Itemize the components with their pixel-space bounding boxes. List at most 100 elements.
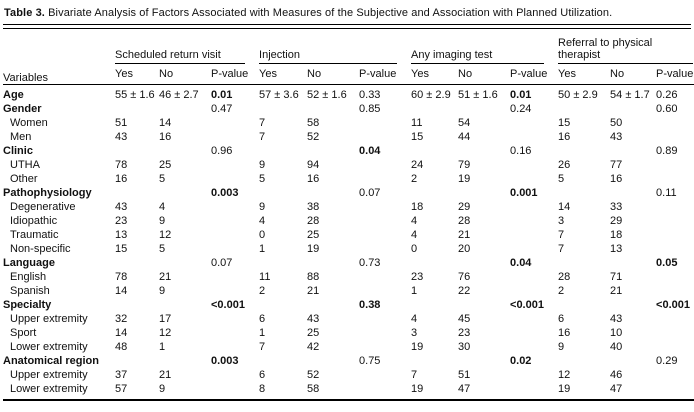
top-rule (3, 24, 691, 29)
table-cell: 2 (411, 173, 418, 185)
table-cell (656, 116, 694, 130)
table-cell (510, 340, 558, 354)
subheader-yes: Yes (411, 64, 459, 85)
table-cell: 32 (115, 313, 128, 325)
table-cell: 0.73 (359, 257, 381, 269)
table-cell: 12 (558, 369, 571, 381)
row-label: Specialty (3, 299, 52, 311)
table-cell (656, 382, 694, 400)
table-cell (610, 256, 656, 270)
table-cell (510, 270, 558, 284)
table-cell: 0 (411, 243, 418, 255)
table-cell (510, 130, 558, 144)
table-cell (211, 312, 259, 326)
table-cell (115, 354, 159, 368)
table-row: Anatomical region 0.003 0.75 0.02 0.29 (3, 354, 694, 368)
row-label: Clinic (3, 145, 33, 157)
row-label: Degenerative (10, 201, 76, 213)
table-cell (558, 102, 610, 116)
table-cell: 14 (558, 201, 571, 213)
table-cell (259, 144, 307, 158)
table-cell: 78 (115, 159, 128, 171)
row-label: Spanish (10, 285, 50, 297)
table-cell: 12 (159, 229, 172, 241)
table-cell: 25 (307, 229, 320, 241)
table-cell (159, 102, 211, 116)
table-cell (359, 284, 411, 298)
subheader-pvalue: P-value (359, 64, 412, 85)
table-cell: 29 (458, 201, 471, 213)
table-cell (656, 172, 694, 186)
group-referral-physical-therapist: Referral to physical therapist (558, 29, 694, 64)
table-cell (307, 298, 359, 312)
table-cell: 9 (259, 201, 266, 213)
table-cell (115, 256, 159, 270)
table-cell: 7 (558, 229, 565, 241)
table-row: English 78 21 11 88 23 76 28 71 (3, 270, 694, 284)
table-row: Non-specific 15 5 1 19 0 20 7 13 (3, 242, 694, 256)
table-cell: 76 (458, 271, 471, 283)
table-row: Clinic 0.96 0.04 0.16 0.89 (3, 144, 694, 158)
table-cell (458, 256, 510, 270)
table-cell: 0.003 (211, 355, 239, 367)
table-cell: 9 (159, 383, 166, 395)
table-cell: 22 (458, 285, 471, 297)
table-cell: 21 (307, 285, 320, 297)
table-cell (411, 186, 458, 200)
table-cell (656, 242, 694, 256)
table-cell: 0.001 (510, 187, 538, 199)
table-cell (307, 102, 359, 116)
table-cell (558, 298, 610, 312)
table-cell: 19 (307, 243, 320, 255)
row-label: Non-specific (10, 243, 71, 255)
table-cell (510, 284, 558, 298)
table-cell (510, 116, 558, 130)
table-cell (656, 228, 694, 242)
table-cell (159, 298, 211, 312)
table-cell: 43 (115, 131, 128, 143)
table-cell: 0 (259, 229, 266, 241)
table-cell: 43 (610, 131, 623, 143)
table-cell (259, 354, 307, 368)
table-cell: 0.04 (510, 257, 532, 269)
table-cell: 20 (458, 243, 471, 255)
table-cell: 0.05 (656, 257, 678, 269)
table-cell (159, 144, 211, 158)
table-row: Men 43 16 7 52 15 44 16 43 (3, 130, 694, 144)
table-cell (510, 200, 558, 214)
table-cell: 0.04 (359, 145, 381, 157)
table-cell: 71 (610, 271, 623, 283)
table-cell: 0.89 (656, 145, 678, 157)
table-cell: 23 (458, 327, 471, 339)
group-scheduled-return-visit: Scheduled return visit (115, 29, 259, 64)
table-cell (610, 144, 656, 158)
table-cell (307, 186, 359, 200)
table-cell (510, 228, 558, 242)
table-cell (458, 354, 510, 368)
table-cell: 0.11 (656, 187, 677, 199)
subheader-no: No (610, 64, 657, 85)
table-cell: 77 (610, 159, 623, 171)
table-cell: 16 (558, 327, 571, 339)
table-cell (458, 186, 510, 200)
table-cell: 3 (558, 215, 565, 227)
table-cell: 51 (458, 369, 471, 381)
table-cell (656, 158, 694, 172)
table-cell (115, 144, 159, 158)
table-cell (211, 130, 259, 144)
table-cell: 3 (411, 327, 418, 339)
table-cell: 78 (115, 271, 128, 283)
table-cell (558, 256, 610, 270)
table-cell (211, 340, 259, 354)
table-cell: 13 (610, 243, 623, 255)
subheader-no: No (307, 64, 360, 85)
table-cell: 19 (411, 341, 424, 353)
table-cell (259, 256, 307, 270)
table-cell: 43 (115, 201, 128, 213)
table-cell: 26 (558, 159, 571, 171)
table-cell: 25 (307, 327, 320, 339)
table-cell (558, 186, 610, 200)
table-cell (211, 368, 259, 382)
table-cell (359, 270, 411, 284)
table-cell (359, 130, 411, 144)
